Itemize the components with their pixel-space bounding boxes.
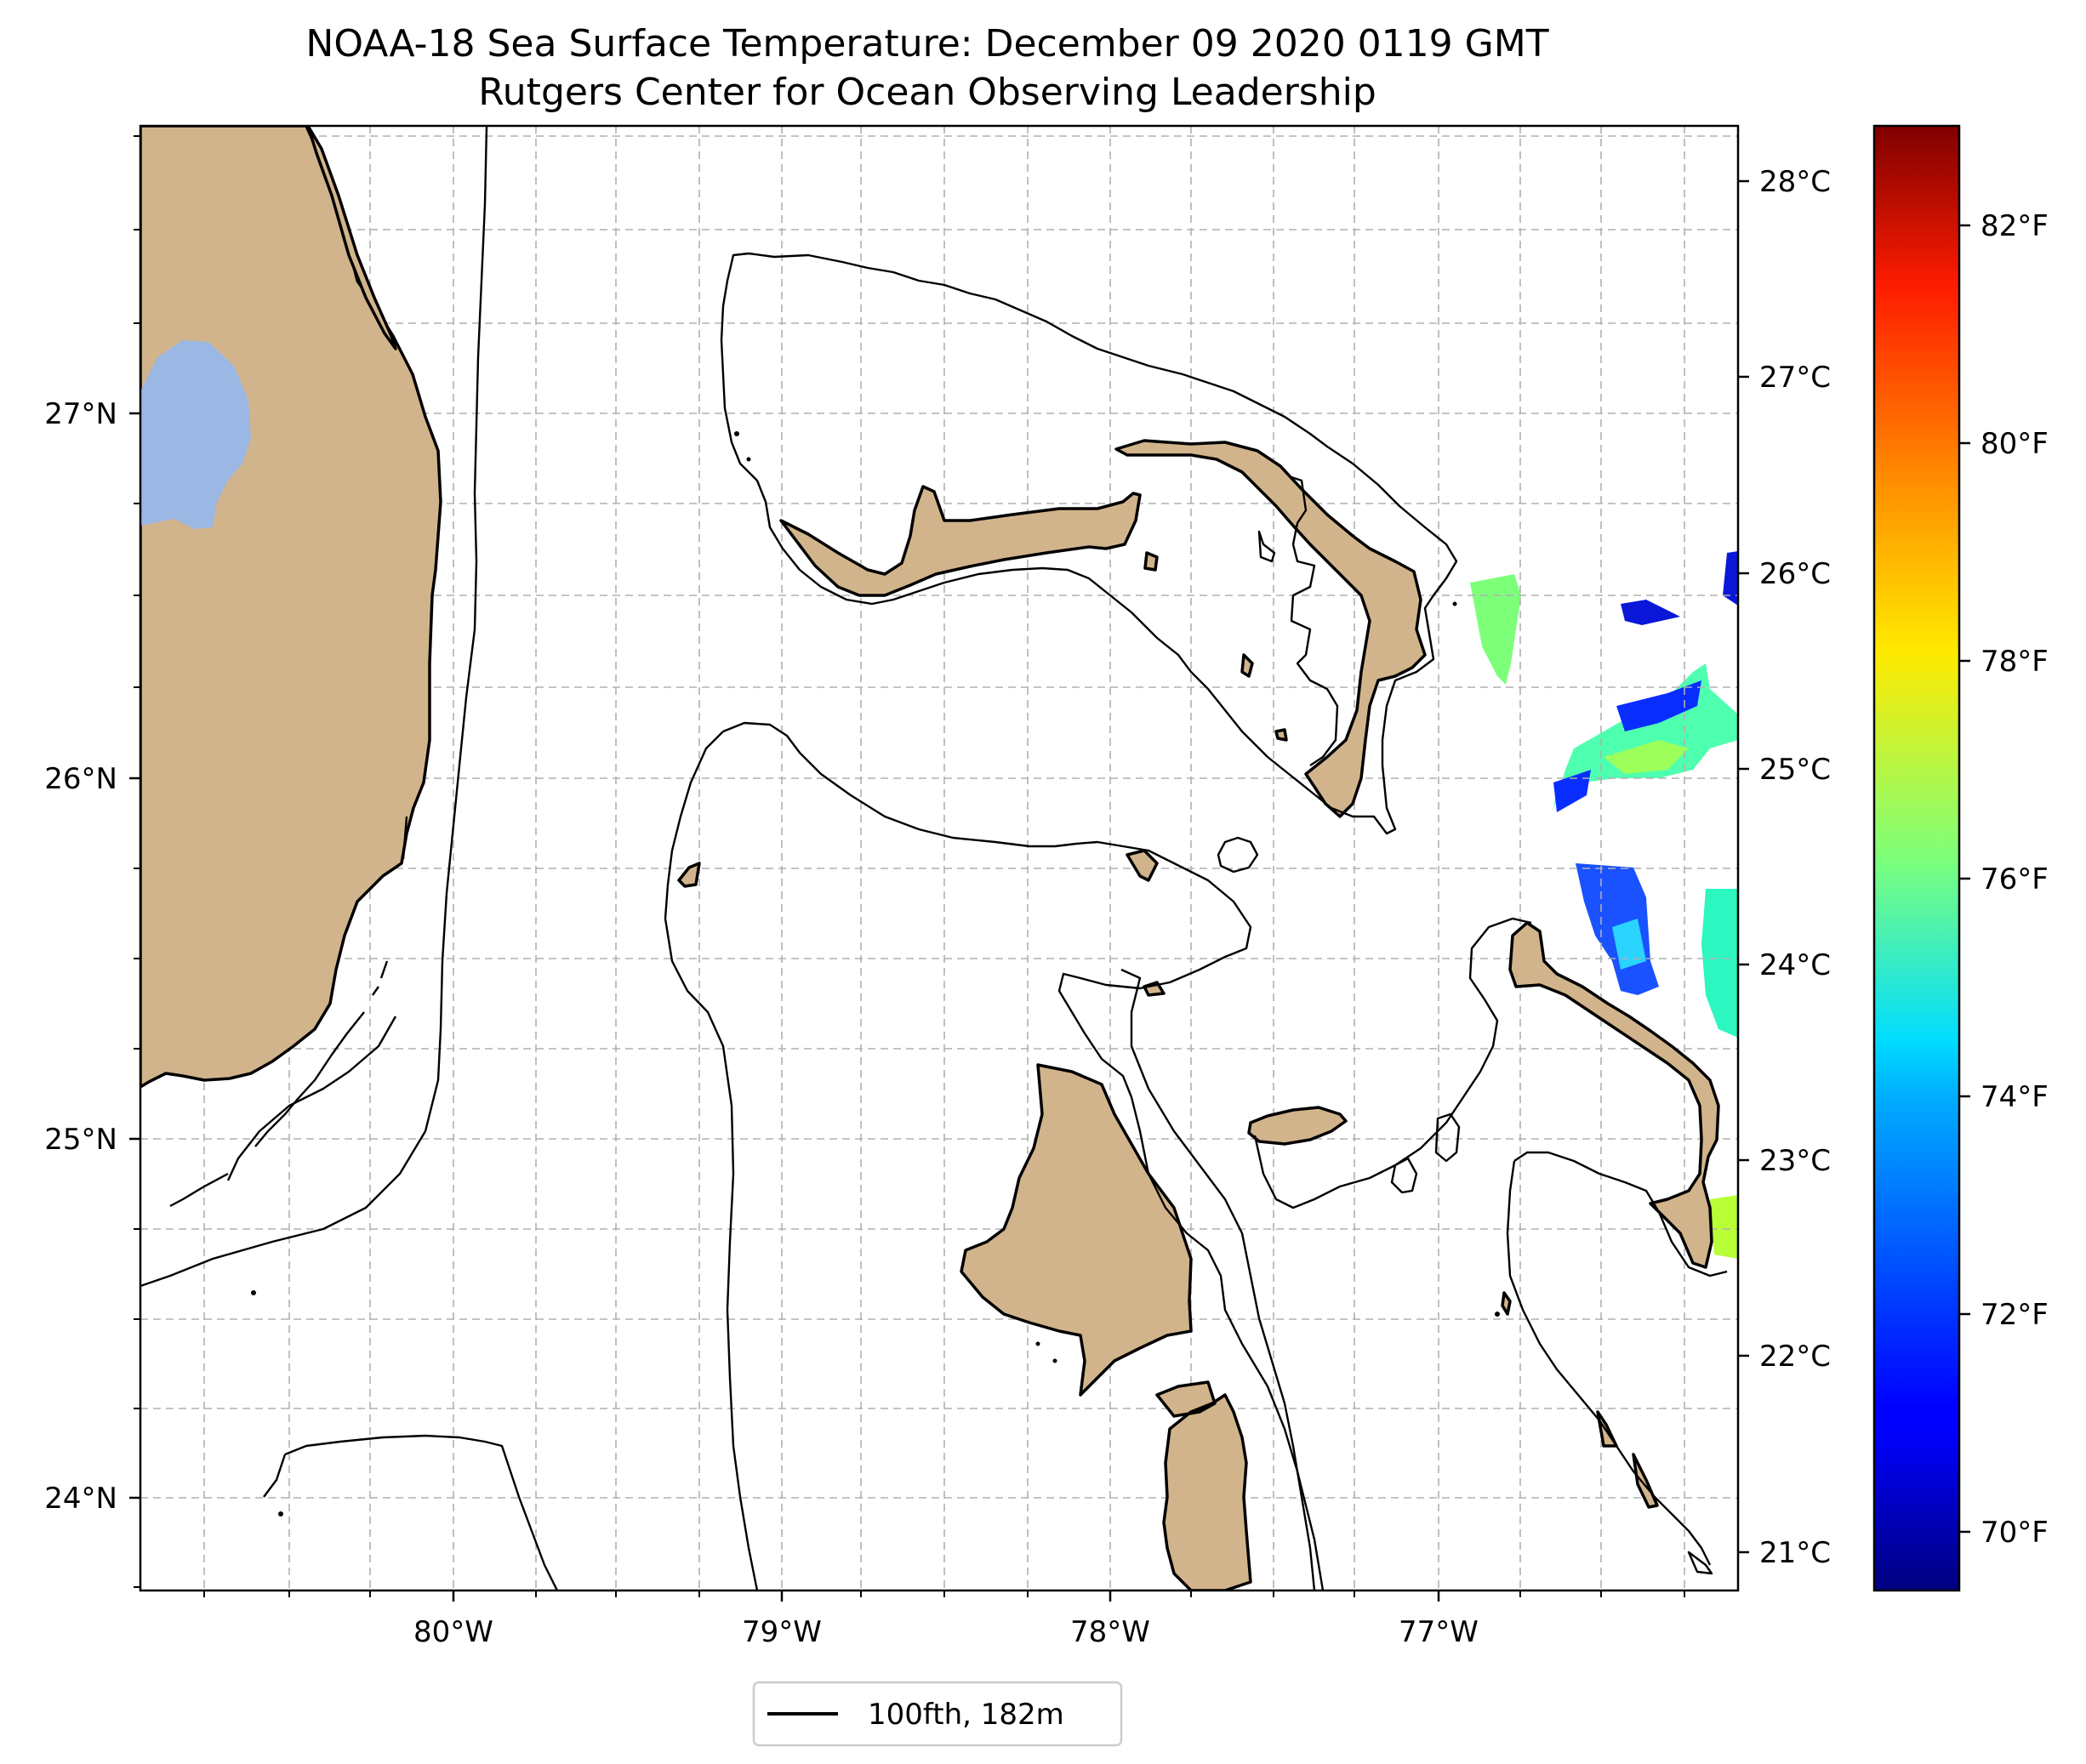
lat-tick-label: 26°N: [44, 762, 117, 796]
bimini-islands: [677, 862, 701, 888]
andros-south: [1155, 1380, 1252, 1590]
lon-tick-label: 80°W: [413, 1615, 493, 1649]
celsius-tick-label: 25°C: [1759, 753, 1831, 787]
sst-patch-north: [1470, 574, 1521, 685]
celsius-tick-label: 21°C: [1759, 1536, 1831, 1570]
sst-patch-right: [1701, 889, 1738, 1038]
celsius-tick-label: 23°C: [1759, 1144, 1831, 1178]
lat-tick-label: 27°N: [44, 397, 117, 431]
celsius-tick-label: 28°C: [1759, 165, 1831, 199]
colorbar-tick-label: 82°F: [1981, 209, 2049, 243]
celsius-axis: 21°C 22°C 23°C 24°C 25°C 26°C 27°C 28°C: [1738, 165, 1831, 1570]
lat-minor-ticks: [134, 135, 140, 1588]
lon-minor-ticks: [203, 1590, 1685, 1597]
sst-patch-east-mid: [1604, 740, 1689, 774]
andros-island: [960, 1063, 1193, 1397]
lon-tick-label: 79°W: [742, 1615, 822, 1649]
title-line-2: Rutgers Center for Ocean Observing Leade…: [478, 71, 1376, 114]
abaco-islands: [1114, 439, 1427, 818]
biscayne-islands: [372, 816, 408, 996]
lat-tick-label: 25°N: [44, 1123, 117, 1157]
florida-keys: [169, 1011, 365, 1208]
sst-patch-right-cold: [1621, 551, 1738, 625]
florida-barrier-islands: [306, 126, 397, 350]
legend: 100fth, 182m: [752, 1681, 1123, 1747]
longitude-axis: 80°W 79°W 78°W 77°W: [413, 1590, 1479, 1649]
colorbar-tick-label: 76°F: [1981, 862, 2049, 896]
legend-label: 100fth, 182m: [868, 1698, 1064, 1732]
colorbar-tick-label: 72°F: [1981, 1298, 2049, 1332]
bathymetry-contours: [140, 126, 1728, 1590]
celsius-tick-label: 24°C: [1759, 948, 1831, 982]
map-panel: [140, 126, 1738, 1590]
lake-okeechobee: [140, 340, 251, 529]
lat-tick-label: 24°N: [44, 1482, 117, 1516]
celsius-tick-label: 26°C: [1759, 557, 1831, 591]
colorbar-tick-label: 78°F: [1981, 645, 2049, 679]
title-line-1: NOAA-18 Sea Surface Temperature: Decembe…: [305, 22, 1548, 65]
colorbar-tick-label: 70°F: [1981, 1516, 2049, 1550]
latitude-axis: 24°N 25°N 26°N 27°N: [44, 397, 140, 1516]
lon-tick-label: 77°W: [1399, 1615, 1479, 1649]
lon-tick-label: 78°W: [1070, 1615, 1150, 1649]
sst-data-patches: [1470, 551, 1738, 1259]
small-cays: [251, 431, 1500, 1516]
new-providence-island: [1247, 1106, 1348, 1146]
sst-patch-east-cold: [1553, 680, 1701, 812]
colorbar-tick-label: 74°F: [1981, 1080, 2049, 1114]
sst-patch-mid-2: [1612, 919, 1646, 970]
berry-islands: [1126, 849, 1166, 997]
celsius-tick-label: 22°C: [1759, 1340, 1831, 1374]
grand-bahama-island: [779, 485, 1142, 597]
colorbar-tick-label: 80°F: [1981, 427, 2049, 461]
eleuthera-island: [1508, 921, 1720, 1269]
celsius-tick-label: 27°C: [1759, 361, 1831, 395]
colorbar: 70°F 72°F 74°F 76°F 78°F 80°F 82°F: [1872, 124, 2049, 1592]
colorbar-gradient: [1872, 124, 1961, 1592]
sst-patch-bottom-right: [1710, 1195, 1738, 1259]
map-frame: [139, 124, 1740, 1592]
